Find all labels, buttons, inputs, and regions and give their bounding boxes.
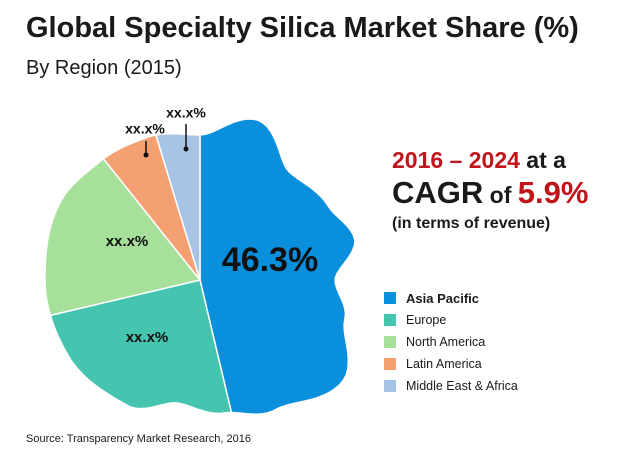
leader-line-latin-america-dot bbox=[143, 152, 149, 158]
legend-label: Europe bbox=[406, 313, 447, 327]
cagr-basis: (in terms of revenue) bbox=[392, 214, 551, 232]
legend-label: Asia Pacific bbox=[406, 290, 479, 306]
slice-label-middle-east-africa: xx.x% bbox=[166, 105, 206, 121]
pie-slice-latin-america bbox=[102, 134, 201, 281]
pie-slice-asia-pacific bbox=[199, 118, 356, 415]
legend-label: Latin America bbox=[406, 357, 482, 371]
cagr-value-line: CAGR of 5.9% bbox=[392, 174, 612, 212]
slice-label-north-america: xx.x% bbox=[106, 233, 149, 250]
slice-label-asia-pacific: 46.3% bbox=[222, 241, 318, 279]
cagr-value: 5.9% bbox=[517, 175, 589, 211]
pie-slice-north-america bbox=[44, 158, 201, 317]
cagr-at-a: at a bbox=[519, 147, 566, 173]
cagr-period-line: 2016 – 2024 at a bbox=[392, 146, 612, 174]
chart-subtitle: By Region (2015) bbox=[26, 57, 182, 79]
legend-item-asia-pacific: Asia Pacific bbox=[384, 288, 518, 308]
legend-swatch bbox=[384, 314, 396, 326]
legend-item-latin-america: Latin America bbox=[384, 354, 518, 374]
pie-slice-middle-east-africa bbox=[155, 132, 201, 281]
legend-swatch bbox=[384, 380, 396, 392]
legend-swatch bbox=[384, 336, 396, 348]
slice-label-europe: xx.x% bbox=[126, 329, 169, 346]
cagr-period: 2016 – 2024 bbox=[392, 147, 520, 173]
cagr-word: CAGR bbox=[392, 175, 484, 211]
cagr-callout: 2016 – 2024 at a CAGR of 5.9% (in terms … bbox=[392, 146, 612, 233]
cagr-of: of bbox=[483, 182, 518, 209]
source-note: Source: Transparency Market Research, 20… bbox=[26, 433, 252, 445]
legend-label: North America bbox=[406, 335, 486, 349]
legend-item-middle-east-africa: Middle East & Africa bbox=[384, 376, 518, 396]
chart-title: Global Specialty Silica Market Share (%) bbox=[26, 12, 579, 44]
legend-item-europe: Europe bbox=[384, 310, 518, 330]
slice-label-latin-america: xx.x% bbox=[125, 121, 165, 137]
legend-swatch bbox=[384, 358, 396, 370]
pie-slice-europe bbox=[49, 279, 233, 415]
leader-line-middle-east-africa-dot bbox=[183, 146, 189, 152]
legend-swatch bbox=[384, 292, 396, 304]
legend: Asia Pacific Europe North America Latin Ame… bbox=[384, 288, 518, 398]
legend-label: Middle East & Africa bbox=[406, 379, 518, 393]
legend-item-north-america: North America bbox=[384, 332, 518, 352]
